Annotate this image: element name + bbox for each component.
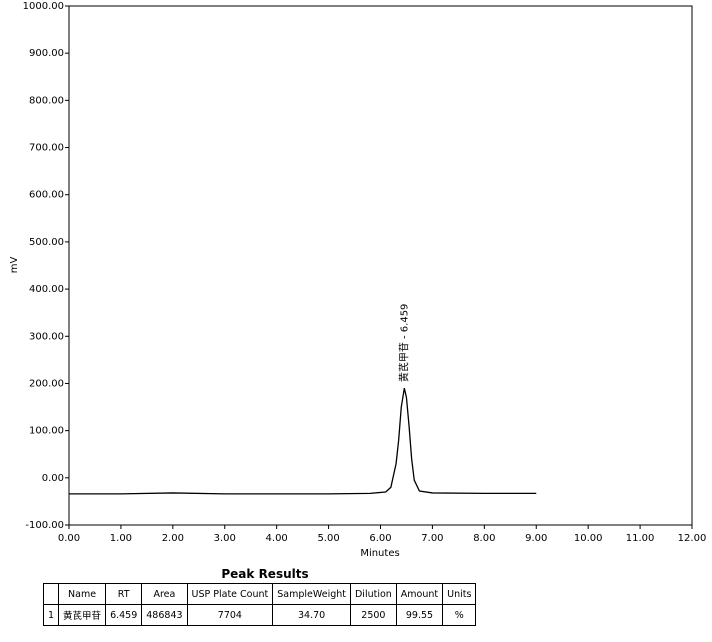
header-cell: Dilution (349, 583, 397, 605)
header-cell: RT (105, 583, 143, 605)
y-axis-label: mV (9, 257, 20, 274)
table-cell: 6.459 (105, 604, 143, 626)
table-cell: 黄芪甲苷 (58, 604, 107, 626)
x-tick-label: 5.00 (317, 533, 339, 544)
x-tick-label: 11.00 (626, 533, 655, 544)
y-tick-label: 600.00 (29, 190, 64, 201)
y-tick-label: 1000.00 (23, 1, 64, 12)
plot-frame (68, 5, 693, 526)
y-tick-label: 200.00 (29, 378, 64, 389)
peak-label: 黄芪甲苷 - 6.459 (397, 304, 410, 383)
header-cell: Amount (395, 583, 444, 605)
y-tick-label: 300.00 (29, 331, 64, 342)
table-cell: 2500 (349, 604, 397, 626)
header-cell: Units (442, 583, 477, 605)
header-cell: Area (141, 583, 188, 605)
table-cell: 486843 (141, 604, 188, 626)
table-row: 1 黄芪甲苷 6.459 486843 7704 34.70 2500 99.55% (42, 604, 477, 626)
x-tick-label: 2.00 (162, 533, 184, 544)
y-tick-label: 500.00 (29, 237, 64, 248)
table-title: Peak Results (221, 567, 309, 581)
table-cell: 34.70 (272, 604, 351, 626)
table-cell: 99.55 (395, 604, 444, 626)
x-tick-label: 9.00 (525, 533, 547, 544)
table-header: Name RT Area USP Plate Count SampleWeight Dil… (42, 583, 477, 605)
results-table: Name RT Area USP Plate Count SampleWeight Dil… (42, 583, 477, 626)
y-tick-label: 0.00 (42, 473, 64, 484)
header-cell (42, 583, 60, 605)
y-tick-label: 400.00 (29, 284, 64, 295)
x-tick-label: 7.00 (421, 533, 443, 544)
y-tick-label: 800.00 (29, 95, 64, 106)
table-cell: 7704 (186, 604, 274, 626)
chart: mV Minutes -100.00 0.00 100.00 200.00 300.00… (9, 1, 707, 559)
x-tick-label: 0.00 (58, 533, 80, 544)
x-tick-label: 8.00 (473, 533, 495, 544)
x-tick-label: 12.00 (678, 533, 707, 544)
y-tick-label: 700.00 (29, 143, 64, 154)
header-cell: SampleWeight (272, 583, 351, 605)
table-cell: % (442, 604, 477, 626)
header-cell: USP Plate Count (186, 583, 274, 605)
y-tick-label: -100.00 (25, 520, 64, 531)
x-tick-label: 10.00 (574, 533, 603, 544)
chromatogram-line (69, 388, 537, 495)
x-tick-label: 6.00 (369, 533, 391, 544)
y-tick-label: 900.00 (29, 48, 64, 59)
table-cell: 1 (42, 604, 60, 626)
x-axis-label: Minutes (360, 548, 399, 559)
x-tick-label: 4.00 (266, 533, 288, 544)
header-cell: Name (58, 583, 107, 605)
y-tick-label: 100.00 (29, 426, 64, 437)
x-tick-label: 3.00 (214, 533, 236, 544)
x-tick-label: 1.00 (110, 533, 132, 544)
